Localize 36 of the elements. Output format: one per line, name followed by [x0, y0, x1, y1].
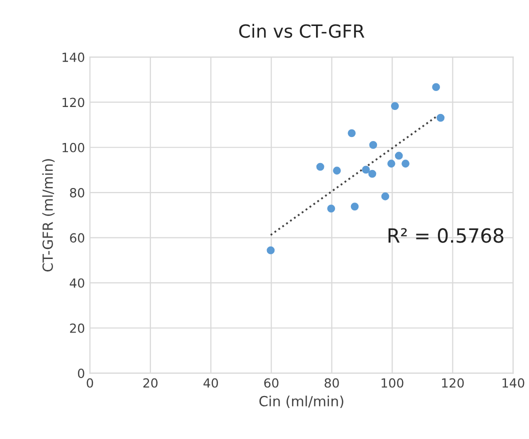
x-tick-label: 140: [502, 378, 524, 388]
point: [368, 170, 376, 178]
point: [266, 246, 275, 254]
y-tick-label: 120: [62, 98, 84, 108]
x-tick-label: 80: [324, 378, 339, 388]
y-tick-label: 140: [62, 52, 84, 62]
y-tick-label: 100: [62, 142, 84, 152]
x-tick-label: 0: [86, 378, 94, 388]
x-tick-label: 120: [442, 378, 464, 388]
point: [436, 114, 445, 122]
y-tick-label: 20: [70, 323, 84, 333]
x-tick-label: 100: [382, 378, 404, 388]
chart-title: Cin vs CT-GFR: [239, 24, 364, 38]
y-tick-label: 60: [70, 233, 84, 243]
x-axis-title: Cin (ml/min): [259, 396, 344, 408]
point: [316, 162, 324, 171]
y-tick-label: 0: [78, 368, 84, 378]
point: [432, 83, 440, 92]
point: [350, 202, 359, 210]
point: [332, 166, 341, 175]
point: [390, 102, 399, 110]
point: [362, 166, 370, 174]
point: [327, 204, 336, 213]
point: [402, 160, 410, 168]
y-axis-title: CT-GFR (ml/min): [42, 159, 55, 272]
point: [387, 160, 396, 168]
point: [381, 192, 390, 200]
annotation: R² = 0.5768: [388, 228, 504, 243]
x-tick-label: 40: [204, 378, 218, 388]
point: [369, 140, 378, 149]
y-tick-label: 80: [70, 188, 84, 198]
x-tick-label: 60: [264, 378, 278, 388]
point: [348, 129, 356, 138]
point: [394, 152, 403, 160]
y-tick-label: 40: [70, 278, 84, 288]
x-tick-label: 20: [143, 378, 158, 388]
